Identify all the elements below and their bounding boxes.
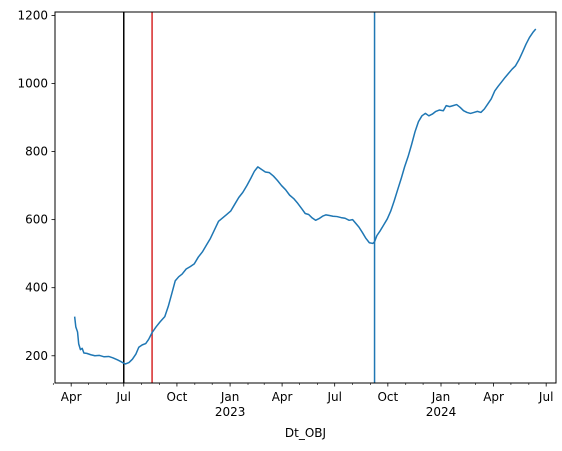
vertical-lines [123,12,376,383]
y-tick-label-800: 800 [25,145,48,159]
y-tick-label-400: 400 [25,281,48,295]
x-tick-label-4: Apr [272,390,293,404]
plot-frame [54,11,557,384]
x-tick-label-5: Jul [326,390,341,404]
y-tick-label-600: 600 [25,213,48,227]
y-axis: 200 400 600 800 1000 1200 [17,8,55,363]
x-tick-year-label-3: 2023 [215,405,246,419]
x-tick-label-6: Oct [377,390,398,404]
series-line-0 [73,28,537,365]
y-tick-label-200: 200 [25,349,48,363]
x-tick-label-0: Apr [61,390,82,404]
x-tick-year-label-7: 2024 [426,405,457,419]
x-tick-label-2: Oct [167,390,188,404]
x-tick-label-7: Jan [431,390,451,404]
x-tick-label-8: Apr [483,390,504,404]
x-tick-label-9: Jul [538,390,553,404]
y-tick-label-1000: 1000 [17,76,48,90]
x-tick-label-3: Jan [220,390,240,404]
x-axis-title: Dt_OBJ [285,426,326,440]
y-tick-label-1200: 1200 [17,8,48,22]
x-tick-label-1: Jul [116,390,131,404]
series-layer [73,28,537,365]
